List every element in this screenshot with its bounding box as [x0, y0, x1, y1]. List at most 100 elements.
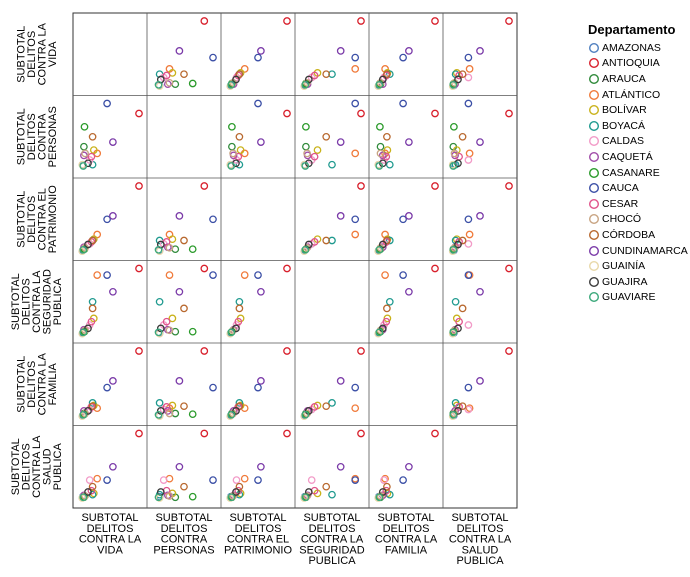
point-cauca-r0c1	[209, 53, 217, 62]
point-guaviare-r1c0	[79, 162, 88, 170]
col-label-personas-line2: DELITOS	[161, 523, 208, 535]
point-atlantico-r5c0	[93, 474, 102, 483]
row-label-seguridad-line4: SEGURIDAD	[42, 269, 54, 334]
point-cauca-r4c2	[254, 383, 262, 392]
point-guajira-r3c2	[232, 324, 240, 333]
point-cordoba-r3c1	[180, 304, 188, 313]
point-cordoba-r2c5	[458, 236, 467, 245]
point-cauca-r2c0	[103, 215, 111, 224]
col-label-personas-line1: SUBTOTAL	[155, 512, 212, 524]
point-cauca-r5c2	[254, 476, 262, 484]
point-antioquia-r4c0	[135, 347, 143, 355]
col-label-seguridad-line1: SUBTOTAL	[303, 512, 360, 524]
point-cauca-r3c2	[254, 271, 262, 279]
point-guaviare-r2c3	[301, 245, 310, 254]
point-cauca-r4c1	[209, 383, 217, 392]
point-antioquia-r0c1	[200, 17, 209, 25]
point-cundinamarca-r5c0	[109, 462, 117, 471]
point-atlantico-r1c3	[351, 149, 360, 158]
point-antioquia-r4c5	[505, 347, 513, 355]
point-guajira-r4c1	[156, 407, 165, 415]
point-guaviare-r2c1	[154, 245, 163, 254]
point-cundinamarca-r5c4	[405, 462, 413, 471]
col-label-seguridad-line5: PUBLICA	[308, 555, 356, 567]
point-guajira-r2c5	[454, 240, 462, 249]
point-cesar-r0c1	[162, 71, 171, 80]
point-cauca-r1c4	[399, 99, 407, 108]
point-atlantico-r3c0	[93, 271, 102, 279]
legend-marker-icon	[588, 214, 600, 225]
legend-item-0: AMAZONAS	[588, 40, 690, 56]
col-label-seguridad-line2: DELITOS	[309, 523, 356, 535]
point-boyaca-r4c0	[88, 399, 97, 407]
legend-item-label: BOYACÁ	[602, 119, 645, 132]
point-choco-r1c5	[450, 149, 459, 158]
point-guaviare-r5c3	[301, 493, 310, 502]
row-label-seguridad-line3: CONTRA LA	[31, 270, 43, 333]
legend-marker-icon	[588, 229, 600, 240]
row-label-salud-line4: SALUD	[42, 448, 54, 485]
point-antioquia-r2c3	[357, 182, 365, 190]
point-boyaca-r4c3	[328, 399, 336, 407]
point-guaviare-r4c3	[301, 410, 310, 419]
legend-item-2: ARAUCA	[588, 71, 690, 87]
legend-item-13: CUNDINAMARCA	[588, 243, 690, 259]
point-antioquia-r5c2	[283, 429, 291, 438]
legend: Departamento AMAZONAS ANTIOQUIA ARAUCA ATLÁ…	[588, 22, 690, 305]
point-guajira-r0c3	[304, 75, 313, 84]
legend-title: Departamento	[588, 22, 676, 37]
point-cundinamarca-r4c0	[109, 377, 117, 385]
point-guaviare-r1c2	[227, 162, 236, 170]
point-choco-r1c0	[81, 149, 89, 158]
point-cundinamarca-r4c2	[257, 377, 265, 385]
point-antioquia-r3c4	[431, 264, 439, 273]
point-cordoba-r1c0	[88, 132, 97, 141]
point-atlantico-r3c2	[240, 271, 249, 279]
point-cordoba-r0c2	[235, 70, 244, 79]
point-cesar-r3c0	[87, 317, 96, 326]
point-cundinamarca-r5c3	[336, 462, 345, 471]
legend-item-8: CASANARE	[588, 165, 690, 181]
point-cordoba-r1c3	[322, 132, 331, 141]
row-label-seguridad-line5: PUBLICA	[52, 278, 64, 326]
legend-item-14: GUAINÍA	[588, 258, 690, 274]
legend-marker-icon	[588, 120, 600, 131]
point-boyaca-r1c3	[328, 160, 336, 169]
point-atlantico-r5c4	[381, 474, 389, 483]
point-cauca-r1c5	[464, 99, 473, 108]
legend-item-label: ATLÁNTICO	[602, 88, 661, 101]
point-guainia-r4c2	[226, 412, 235, 421]
point-guaviare-r4c0	[79, 410, 88, 419]
point-casanare-r1c2	[228, 122, 236, 131]
point-caldas-r0c5	[464, 73, 473, 82]
point-antioquia-r0c2	[283, 17, 291, 25]
point-guajira-r3c1	[156, 324, 165, 333]
point-guajira-r4c5	[454, 407, 462, 415]
point-cauca-r5c4	[399, 476, 407, 484]
point-cordoba-r3c0	[88, 304, 97, 313]
point-cordoba-r2c4	[383, 236, 391, 245]
row-label-seguridad-line1: SUBTOTAL	[10, 273, 22, 330]
point-cundinamarca-r2c1	[175, 212, 184, 220]
point-guajira-r2c3	[304, 240, 313, 249]
point-guaviare-r3c2	[227, 328, 236, 337]
point-guainia-r4c3	[300, 412, 309, 421]
point-cundinamarca-r2c3	[336, 212, 345, 220]
point-casanare-r3c1	[188, 327, 197, 336]
col-label-salud-line4: SALUD	[462, 544, 499, 556]
point-guaviare-r2c0	[79, 245, 88, 254]
point-casanare-r1c5	[450, 122, 458, 131]
row-label-personas-line4: PERSONAS	[47, 106, 59, 167]
legend-item-label: CAQUETÁ	[602, 150, 653, 163]
point-antioquia-r3c0	[135, 264, 143, 273]
point-choco-r2c1	[165, 243, 174, 252]
point-antioquia-r1c3	[357, 109, 365, 118]
point-cordoba-r1c4	[383, 132, 391, 141]
point-antioquia-r0c3	[357, 17, 365, 25]
legend-item-label: CÓRDOBA	[602, 228, 656, 241]
point-antioquia-r3c2	[283, 264, 291, 273]
point-guaviare-r0c2	[227, 80, 236, 89]
point-guajira-r2c4	[378, 240, 387, 249]
point-cauca-r1c2	[254, 99, 262, 108]
